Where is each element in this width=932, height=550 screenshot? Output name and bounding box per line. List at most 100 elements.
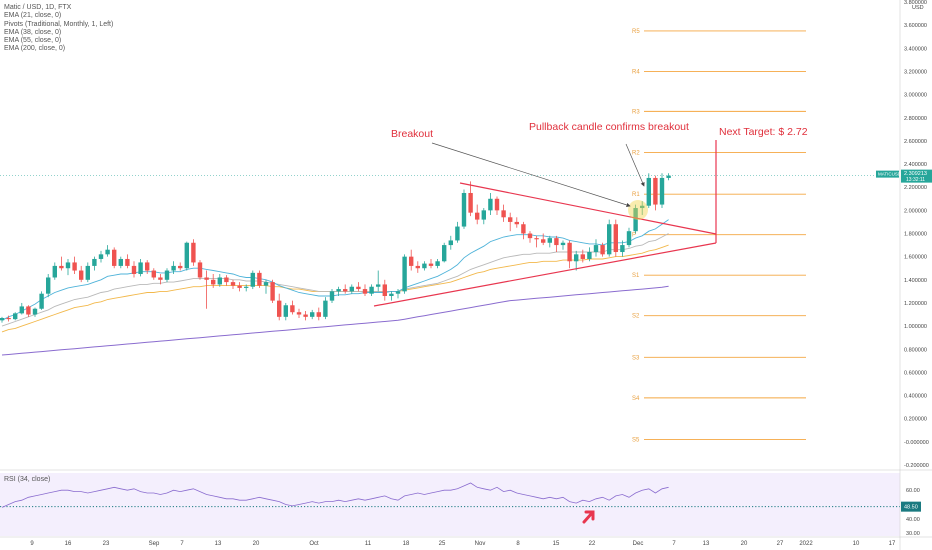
candle-body [442, 245, 447, 262]
candle-body [475, 212, 480, 220]
currency-label: USD [912, 5, 924, 11]
x-tick-label: 22 [589, 541, 596, 547]
support-trendline [373, 242, 717, 307]
rsi-line [1, 482, 669, 508]
y-tick-label: 0.200000 [904, 417, 927, 423]
price-symbol-text: MATICUSD [878, 172, 902, 177]
rsi-legend: RSI (34, close) [4, 476, 51, 483]
candle-body [659, 177, 665, 205]
candle-body [92, 258, 97, 266]
y-tick-label: 2.400000 [904, 162, 927, 168]
x-tick-label: 13 [703, 541, 710, 547]
x-tick-label: 23 [103, 541, 110, 547]
candle-body [382, 284, 387, 297]
candle-body [376, 284, 381, 287]
pivot-label-p: P [632, 233, 636, 239]
x-tick-label: Dec [633, 541, 644, 547]
x-tick-label: 20 [741, 541, 748, 547]
candle-body [112, 249, 117, 266]
pivot-label-r1: R1 [632, 192, 640, 198]
y-tick-label: 3.400000 [904, 46, 927, 52]
candle-body [158, 277, 163, 280]
pivot-label-s2: S2 [632, 314, 640, 320]
candle-body [653, 177, 658, 205]
candle-body [527, 233, 533, 239]
ema21-line [1, 219, 669, 321]
resistance-trendline [459, 182, 717, 235]
candle-body [98, 254, 104, 259]
candle-body [65, 262, 71, 269]
candle-body [356, 286, 361, 290]
candle-body [428, 263, 434, 266]
candle-body [79, 270, 84, 280]
x-tick-label: 15 [553, 541, 560, 547]
y-tick-label: 3.600000 [904, 23, 927, 29]
x-tick-label: 17 [889, 541, 896, 547]
indicator-pivots: Pivots (Traditional, Monthly, 1, Left) [4, 20, 114, 28]
candle-body [600, 245, 605, 255]
candle-body [554, 238, 559, 246]
x-tick-label: 13 [215, 541, 222, 547]
candle-body [395, 291, 401, 294]
annotation-target: Next Target: $ 2.72 [719, 126, 808, 138]
candle-body [32, 308, 38, 315]
candle-body [362, 289, 368, 294]
indicator-ema200: EMA (200, close, 0) [4, 45, 66, 53]
candle-body [323, 300, 328, 317]
x-tick-label: 20 [253, 541, 260, 547]
y-tick-label: 3.200000 [904, 69, 927, 75]
y-tick-label: -0.200000 [904, 463, 929, 469]
candle-body [125, 258, 130, 266]
y-tick-label: 1.400000 [904, 278, 927, 284]
x-tick-label: Nov [475, 541, 486, 547]
price-value-badge [901, 169, 932, 183]
pivot-label-r2: R2 [632, 150, 640, 156]
candle-body [85, 265, 90, 280]
candle-body [217, 277, 222, 285]
y-tick-label: 0.400000 [904, 394, 927, 400]
price-symbol-badge [876, 170, 899, 178]
candle-body [620, 245, 625, 253]
candle-body [508, 217, 513, 222]
candle-body [52, 265, 57, 278]
indicator-ema55: EMA (55, close, 0) [4, 37, 62, 45]
candle-body [59, 265, 64, 269]
candle-body [329, 291, 335, 301]
y-tick-label: 2.600000 [904, 139, 927, 145]
candle-body [343, 289, 348, 292]
pivot-label-s4: S4 [632, 396, 640, 402]
pivot-label-r3: R3 [632, 109, 640, 115]
candle-body [560, 242, 566, 246]
y-tick-label: 0.800000 [904, 347, 927, 353]
y-tick-label: 2.200000 [904, 185, 927, 191]
pullback-arrow [625, 143, 645, 187]
candle-body [46, 277, 51, 294]
candle-body [501, 210, 506, 218]
candle-body [204, 277, 209, 280]
rsi-tick-label: 40.00 [906, 517, 920, 523]
indicator-ema38: EMA (38, close, 0) [4, 28, 62, 36]
y-tick-label: 0.600000 [904, 370, 927, 376]
x-tick-label: 11 [365, 541, 372, 547]
candle-body [197, 262, 203, 278]
candle-body [224, 277, 229, 283]
candle-body [105, 249, 110, 255]
candle-body [593, 245, 599, 253]
candle-body [263, 282, 269, 286]
y-tick-label: 2.000000 [904, 208, 927, 214]
candle-body [191, 242, 196, 263]
candle-body [250, 272, 255, 287]
candle-body [131, 265, 137, 275]
x-tick-label: 8 [516, 541, 520, 547]
rsi-value-badge [901, 501, 921, 512]
candle-body [184, 242, 189, 269]
candle-body [19, 306, 24, 314]
indicator-ema21: EMA (21, close, 0) [4, 12, 62, 20]
annotation-breakout: Breakout [391, 128, 433, 140]
candle-body [541, 239, 546, 243]
x-tick-label: Sep [149, 541, 160, 547]
candle-body [389, 293, 394, 297]
price-time-text: 13:32:11 [906, 177, 925, 183]
